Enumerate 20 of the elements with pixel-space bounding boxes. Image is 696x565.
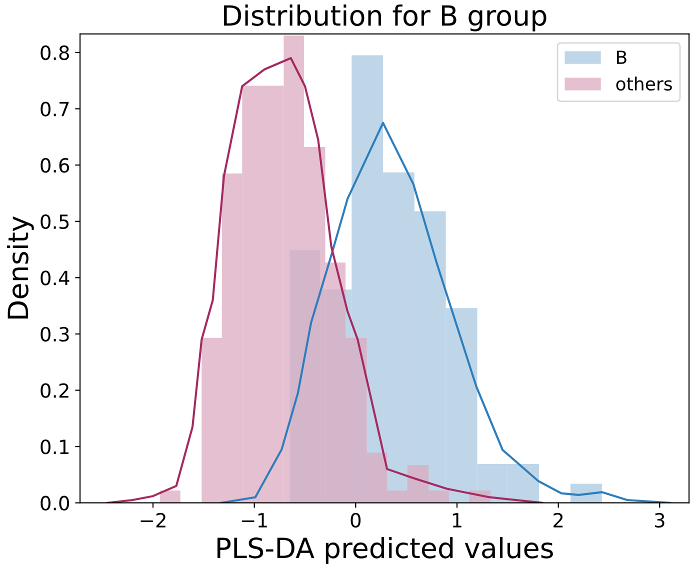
y-tick-label: 0.8: [40, 45, 69, 60]
x-tick-label: −2: [140, 512, 166, 528]
chart-title: Distribution for B group: [224, 4, 546, 32]
legend-label: others: [616, 76, 672, 91]
y-tick-label: 0.7: [40, 102, 69, 116]
y-axis-title: Density: [6, 216, 34, 318]
y-tick-label: 0.0: [40, 496, 70, 511]
x-tick-label: 1: [452, 513, 462, 528]
x-axis-title: PLS-DA predicted values: [217, 536, 553, 564]
x-tick-label: 3: [654, 512, 664, 528]
legend-label: B: [617, 50, 626, 64]
y-tick-label: 0.3: [40, 326, 69, 342]
x-tick-label: 0: [350, 512, 361, 528]
y-tick-label: 0.2: [40, 383, 68, 398]
x-tick-label: 2: [554, 512, 563, 528]
y-tick-label: 0.4: [40, 270, 70, 286]
y-tick-label: 0.5: [40, 214, 69, 230]
y-tick-label: 0.1: [40, 440, 69, 454]
y-tick-label: 0.6: [40, 158, 70, 173]
x-tick-label: −1: [242, 513, 267, 528]
